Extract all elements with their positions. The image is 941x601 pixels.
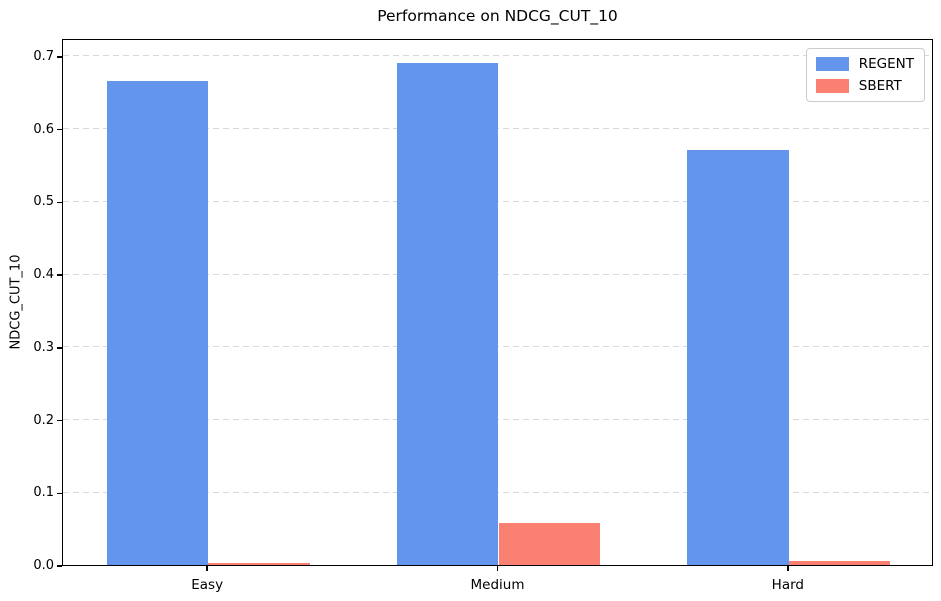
y-tick-label-0.3: 0.3: [33, 339, 54, 355]
y-tick-label-0.1: 0.1: [33, 485, 54, 501]
x-tick-label-medium: Medium: [470, 577, 525, 593]
legend-item-sbert: SBERT: [815, 78, 914, 94]
y-tick-mark-0.5: [56, 201, 62, 204]
y-tick-label-0.4: 0.4: [33, 267, 54, 283]
legend-item-regent: REGENT: [815, 56, 914, 72]
legend-swatch-regent-icon: [815, 57, 849, 71]
y-tick-mark-0.3: [56, 347, 62, 349]
legend: REGENT SBERT: [805, 48, 925, 102]
y-tick-label-0.5: 0.5: [33, 194, 54, 210]
legend-swatch-sbert-icon: [815, 79, 849, 93]
y-tick-mark-0.0: [56, 565, 62, 567]
y-tick-mark-0.6: [56, 128, 62, 131]
y-tick-mark-0.7: [56, 56, 62, 58]
y-tick-mark-0.1: [56, 492, 62, 494]
plot-area: REGENT SBERT: [62, 39, 933, 566]
chart-title: Performance on NDCG_CUT_10: [377, 7, 618, 25]
y-tick-label-0.7: 0.7: [33, 48, 54, 64]
legend-label-regent: REGENT: [858, 56, 914, 72]
y-tick-mark-0.4: [56, 274, 62, 276]
bar-sbert-easy: [208, 562, 310, 565]
bar-regent-medium: [396, 63, 499, 565]
x-tick-mark-easy: [206, 566, 208, 571]
bar-regent-easy: [106, 81, 209, 565]
bar-sbert-medium: [498, 522, 601, 565]
y-tick-label-0.2: 0.2: [33, 412, 54, 428]
bar-regent-hard: [687, 150, 789, 565]
x-tick-label-easy: Easy: [191, 577, 224, 593]
x-tick-label-hard: Hard: [771, 577, 804, 593]
y-tick-label-0.0: 0.0: [33, 558, 54, 573]
legend-label-sbert: SBERT: [858, 78, 902, 94]
x-tick-mark-hard: [787, 566, 789, 571]
y-tick-mark-0.2: [56, 419, 62, 422]
bar-sbert-hard: [788, 561, 891, 565]
gridline-y-0.7: [63, 55, 932, 57]
y-tick-label-0.6: 0.6: [33, 121, 54, 137]
x-tick-mark-medium: [496, 566, 499, 571]
